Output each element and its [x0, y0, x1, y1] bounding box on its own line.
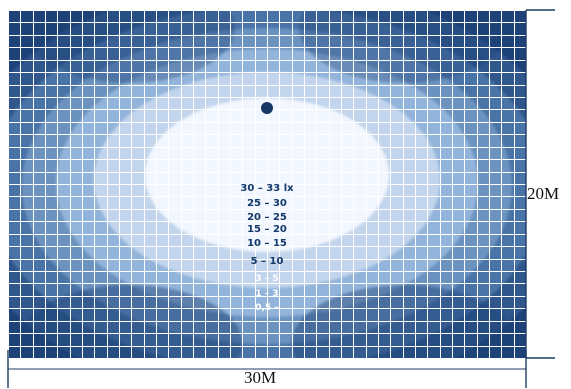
illuminance-label-8: 1 – 3	[255, 289, 278, 299]
illuminance-label-3: 20 – 25	[247, 212, 287, 223]
light-source-marker	[261, 102, 273, 114]
illuminance-label-2: 25 – 30	[247, 198, 287, 209]
illuminance-label-5: 10 – 15	[247, 238, 287, 249]
illuminance-label-9: 0,5 –	[255, 303, 279, 313]
illuminance-label-1: 30 – 33 lx	[240, 183, 294, 194]
illuminance-label-6: 5 – 10	[251, 256, 284, 267]
height-dimension-label: 20M	[527, 184, 560, 203]
illuminance-label-4: 15 – 20	[247, 224, 287, 235]
upper-left-shadow	[25, 10, 235, 83]
illuminance-diagram: 30 – 33 lx 25 – 30 20 – 25 15 – 20 10 – 15 5 …	[8, 10, 526, 358]
illuminance-label-7: 3 – 5	[255, 274, 278, 284]
width-dimension-label: 30M	[244, 368, 277, 387]
